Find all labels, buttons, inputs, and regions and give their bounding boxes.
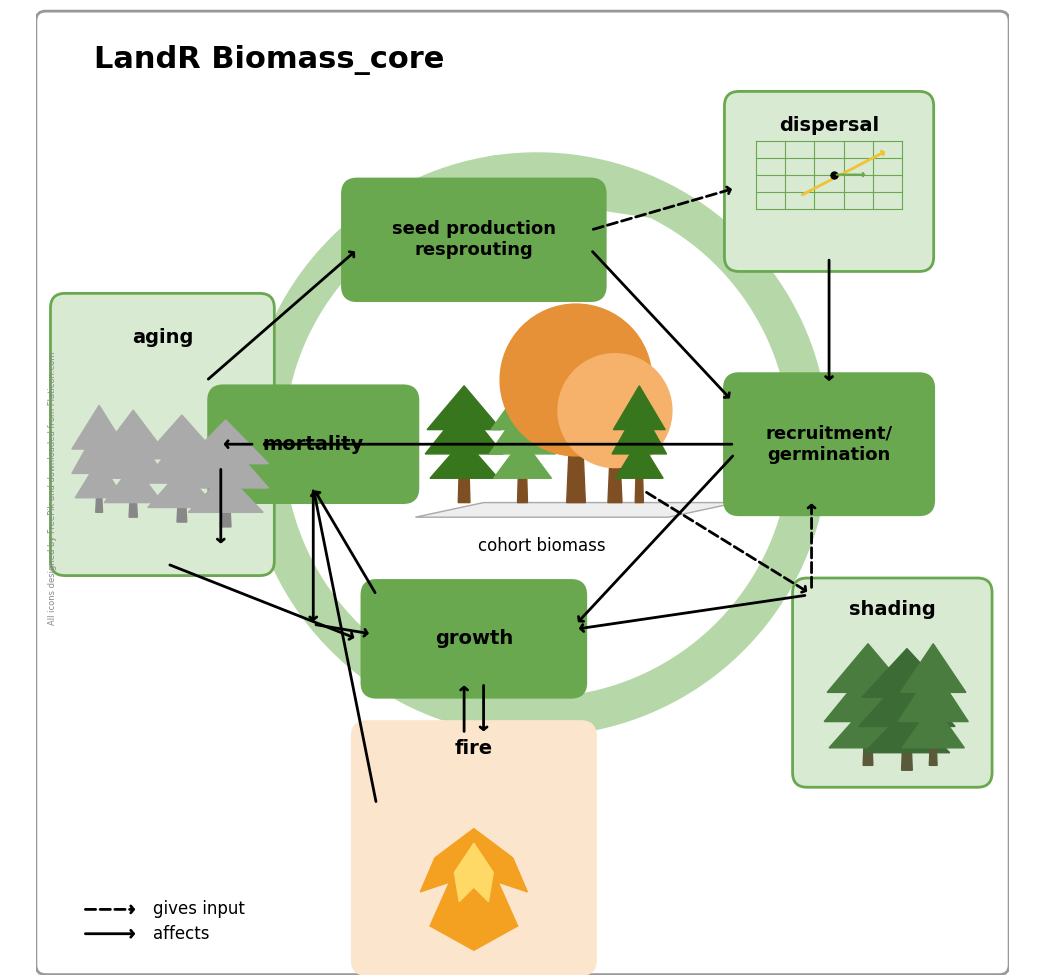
Polygon shape [862, 649, 952, 697]
Polygon shape [143, 415, 220, 459]
Polygon shape [72, 425, 126, 473]
Polygon shape [177, 503, 187, 522]
Polygon shape [416, 503, 737, 517]
Polygon shape [100, 410, 166, 454]
Polygon shape [147, 468, 216, 508]
Polygon shape [616, 439, 664, 478]
Polygon shape [929, 746, 937, 765]
Circle shape [362, 269, 713, 620]
FancyBboxPatch shape [792, 578, 992, 788]
Polygon shape [425, 405, 503, 454]
Polygon shape [188, 473, 263, 512]
Polygon shape [459, 468, 470, 503]
Text: shading: shading [849, 600, 935, 619]
Polygon shape [420, 829, 528, 951]
FancyBboxPatch shape [343, 179, 605, 301]
Polygon shape [104, 464, 162, 503]
Text: fire: fire [455, 740, 493, 758]
Polygon shape [902, 704, 965, 748]
Text: growth: growth [435, 630, 513, 648]
Polygon shape [864, 709, 950, 752]
Polygon shape [491, 386, 554, 429]
Polygon shape [635, 479, 644, 503]
Polygon shape [825, 668, 912, 721]
Polygon shape [828, 644, 909, 692]
FancyBboxPatch shape [209, 386, 418, 503]
Polygon shape [220, 506, 231, 527]
Text: dispersal: dispersal [779, 116, 879, 136]
Polygon shape [608, 464, 622, 503]
Polygon shape [183, 439, 269, 488]
Polygon shape [493, 439, 552, 478]
Polygon shape [863, 741, 873, 765]
Polygon shape [901, 644, 966, 692]
FancyBboxPatch shape [724, 374, 933, 514]
Polygon shape [130, 501, 137, 517]
FancyBboxPatch shape [352, 721, 596, 975]
Polygon shape [72, 405, 126, 449]
Polygon shape [517, 473, 528, 503]
FancyBboxPatch shape [50, 294, 275, 576]
Polygon shape [427, 386, 502, 429]
Polygon shape [100, 429, 166, 478]
Polygon shape [183, 420, 269, 464]
Text: gives input: gives input [153, 901, 245, 918]
Polygon shape [612, 405, 667, 454]
Text: seed production
resprouting: seed production resprouting [392, 221, 556, 260]
Text: LandR Biomass_core: LandR Biomass_core [94, 45, 445, 75]
Circle shape [501, 305, 652, 456]
Text: cohort biomass: cohort biomass [479, 538, 606, 555]
Polygon shape [829, 704, 907, 748]
FancyBboxPatch shape [36, 11, 1009, 975]
Polygon shape [455, 843, 493, 902]
Polygon shape [431, 439, 498, 478]
Circle shape [558, 353, 672, 468]
Polygon shape [489, 405, 556, 454]
Polygon shape [859, 672, 955, 726]
Polygon shape [96, 499, 102, 512]
Polygon shape [613, 386, 666, 429]
Polygon shape [75, 459, 123, 498]
Text: mortality: mortality [262, 434, 364, 454]
Polygon shape [566, 450, 585, 503]
Polygon shape [143, 434, 220, 483]
Polygon shape [898, 668, 969, 721]
FancyBboxPatch shape [362, 581, 586, 697]
Text: affects: affects [153, 924, 209, 943]
Text: aging: aging [132, 328, 193, 346]
Text: recruitment/
germination: recruitment/ germination [766, 425, 892, 464]
Polygon shape [902, 744, 912, 770]
Text: All icons designed by FreePik and downloaded from Flaticon.com: All icons designed by FreePik and downlo… [48, 351, 56, 625]
FancyBboxPatch shape [724, 92, 933, 271]
